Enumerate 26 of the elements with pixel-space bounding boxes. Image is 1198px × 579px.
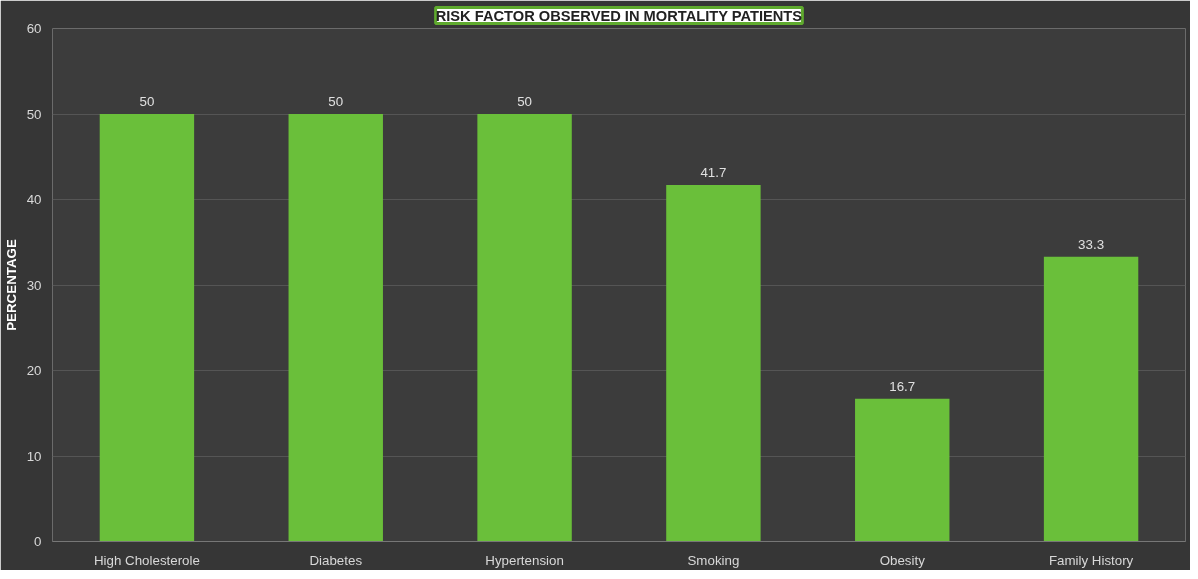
x-tick-label: Obesity bbox=[879, 552, 926, 568]
y-tick-label: 0 bbox=[34, 534, 42, 549]
bar bbox=[288, 114, 383, 542]
data-label: 50 bbox=[328, 94, 344, 109]
data-label: 33.3 bbox=[1078, 236, 1105, 252]
x-tick-label: High Cholesterole bbox=[93, 552, 200, 568]
bar bbox=[477, 114, 572, 542]
y-tick-label: 60 bbox=[26, 21, 42, 36]
bar bbox=[855, 398, 950, 542]
bar bbox=[99, 114, 195, 542]
x-tick-label: Diabetes bbox=[309, 552, 363, 568]
y-tick-label: 30 bbox=[26, 277, 42, 293]
y-axis-title: PERCENTAGE bbox=[3, 239, 19, 331]
data-label: 16.7 bbox=[889, 378, 916, 394]
x-tick-label: Hypertension bbox=[485, 552, 564, 568]
data-label: 50 bbox=[517, 94, 532, 109]
y-tick-label: 10 bbox=[26, 448, 42, 464]
y-tick-label: 40 bbox=[26, 192, 42, 207]
data-label: 41.7 bbox=[700, 164, 727, 180]
bar bbox=[666, 184, 761, 542]
bar bbox=[1043, 256, 1139, 542]
data-label: 50 bbox=[139, 94, 155, 109]
x-tick-label: Family History bbox=[1048, 552, 1134, 568]
y-tick-label: 20 bbox=[26, 363, 42, 378]
y-tick-label: 50 bbox=[26, 106, 42, 122]
x-tick-label: Smoking bbox=[687, 552, 740, 568]
